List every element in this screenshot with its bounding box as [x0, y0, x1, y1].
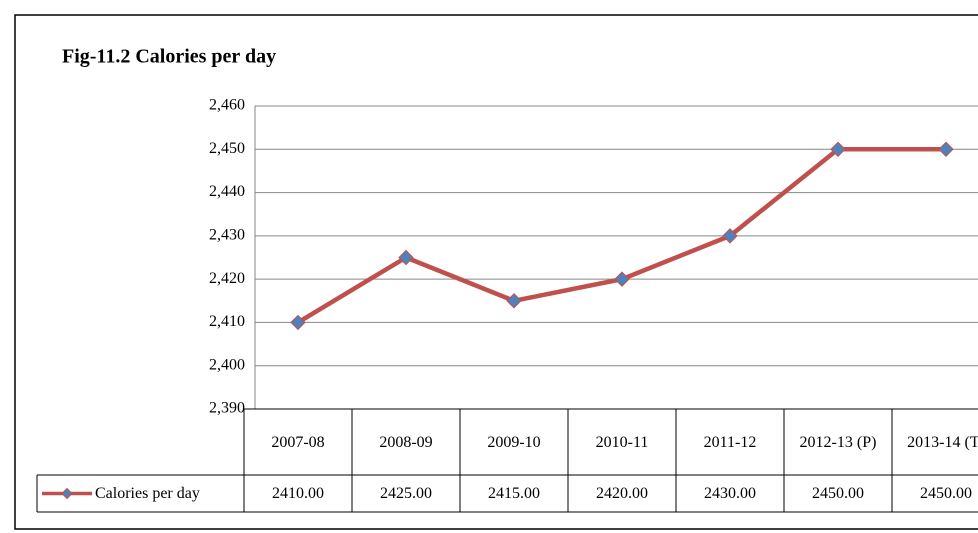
x-tick-label: 2009-10	[487, 433, 541, 451]
y-tick-label: 2,460	[209, 97, 245, 114]
chart-title: Fig-11.2 Calories per day	[62, 46, 276, 68]
y-tick-label: 2,440	[209, 183, 245, 200]
x-tick-label: 2011-12	[703, 433, 757, 451]
legend-marker	[61, 487, 73, 500]
value-label: 2420.00	[596, 485, 648, 502]
marker	[506, 293, 522, 309]
x-tick-label: 2008-09	[379, 433, 433, 451]
marker	[290, 314, 306, 331]
legend-label: Calories per day	[95, 485, 200, 502]
y-tick-label: 2,420	[209, 270, 245, 287]
x-tick-label: 2012-13 (P)	[799, 433, 877, 451]
value-label: 2430.00	[704, 485, 756, 502]
value-label: 2415.00	[488, 485, 540, 502]
marker	[938, 141, 954, 157]
marker	[830, 141, 846, 157]
y-tick-label: 2,450	[209, 140, 245, 157]
y-tick-label: 2,410	[209, 313, 245, 330]
y-tick-label: 2,400	[209, 356, 245, 373]
x-tick-label: 2007-08	[271, 433, 325, 451]
chart-border	[14, 14, 978, 530]
marker	[614, 271, 630, 287]
marker	[398, 249, 414, 266]
y-tick-label: 2,390	[209, 400, 245, 417]
x-tick-label: 2013-14 (T)	[907, 433, 978, 451]
x-tick-label: 2010-11	[595, 433, 649, 451]
value-label: 2450.00	[920, 485, 972, 502]
value-label: 2425.00	[380, 485, 432, 502]
value-label: 2450.00	[812, 485, 864, 502]
value-label: 2410.00	[272, 485, 324, 502]
marker	[722, 228, 738, 244]
y-tick-label: 2,430	[209, 227, 245, 244]
